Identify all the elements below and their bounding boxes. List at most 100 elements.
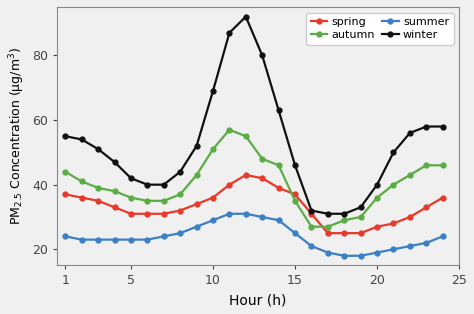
spring — [440, 196, 446, 199]
winter — [374, 183, 380, 187]
summer — [79, 238, 84, 241]
summer — [145, 238, 150, 241]
autumn — [259, 157, 265, 161]
winter — [194, 144, 200, 148]
summer — [276, 218, 282, 222]
winter — [325, 212, 331, 216]
autumn — [194, 173, 200, 177]
summer — [112, 238, 118, 241]
summer — [259, 215, 265, 219]
winter — [309, 208, 314, 212]
summer — [423, 241, 429, 245]
summer — [177, 231, 183, 235]
autumn — [95, 186, 101, 190]
Line: summer: summer — [63, 211, 445, 258]
summer — [210, 218, 216, 222]
winter — [292, 163, 298, 167]
summer — [440, 235, 446, 238]
winter — [145, 183, 150, 187]
summer — [243, 212, 249, 216]
summer — [391, 247, 396, 251]
spring — [276, 186, 282, 190]
summer — [374, 251, 380, 254]
autumn — [358, 215, 364, 219]
spring — [128, 212, 134, 216]
summer — [292, 231, 298, 235]
summer — [128, 238, 134, 241]
winter — [358, 205, 364, 209]
spring — [374, 225, 380, 229]
autumn — [325, 225, 331, 229]
spring — [227, 183, 232, 187]
spring — [63, 192, 68, 196]
Line: autumn: autumn — [63, 127, 445, 229]
winter — [95, 147, 101, 151]
winter — [391, 150, 396, 154]
Legend: spring, autumn, summer, winter: spring, autumn, summer, winter — [306, 13, 454, 45]
winter — [440, 125, 446, 128]
Y-axis label: PM$_{2.5}$ Concentration (μg/m$^3$): PM$_{2.5}$ Concentration (μg/m$^3$) — [7, 47, 27, 225]
spring — [210, 196, 216, 199]
autumn — [112, 189, 118, 193]
X-axis label: Hour (h): Hour (h) — [229, 293, 287, 307]
summer — [161, 235, 167, 238]
summer — [407, 244, 413, 248]
autumn — [161, 199, 167, 203]
winter — [128, 176, 134, 180]
winter — [227, 31, 232, 35]
winter — [243, 15, 249, 19]
spring — [145, 212, 150, 216]
winter — [112, 160, 118, 164]
autumn — [341, 218, 347, 222]
summer — [63, 235, 68, 238]
autumn — [145, 199, 150, 203]
spring — [177, 208, 183, 212]
spring — [358, 231, 364, 235]
summer — [325, 251, 331, 254]
autumn — [407, 173, 413, 177]
autumn — [177, 192, 183, 196]
winter — [259, 53, 265, 57]
winter — [177, 170, 183, 174]
summer — [309, 244, 314, 248]
Line: spring: spring — [63, 173, 445, 236]
summer — [358, 254, 364, 258]
spring — [309, 212, 314, 216]
autumn — [423, 163, 429, 167]
autumn — [243, 134, 249, 138]
autumn — [440, 163, 446, 167]
autumn — [309, 225, 314, 229]
autumn — [374, 196, 380, 199]
winter — [161, 183, 167, 187]
autumn — [210, 147, 216, 151]
winter — [423, 125, 429, 128]
summer — [341, 254, 347, 258]
Line: winter: winter — [63, 14, 445, 216]
winter — [341, 212, 347, 216]
winter — [407, 131, 413, 135]
winter — [63, 134, 68, 138]
autumn — [227, 128, 232, 132]
autumn — [276, 163, 282, 167]
spring — [391, 222, 396, 225]
winter — [210, 89, 216, 93]
spring — [423, 205, 429, 209]
autumn — [128, 196, 134, 199]
spring — [407, 215, 413, 219]
autumn — [63, 170, 68, 174]
winter — [276, 108, 282, 112]
spring — [194, 202, 200, 206]
summer — [227, 212, 232, 216]
summer — [95, 238, 101, 241]
spring — [112, 205, 118, 209]
autumn — [79, 180, 84, 183]
spring — [325, 231, 331, 235]
spring — [79, 196, 84, 199]
spring — [259, 176, 265, 180]
spring — [341, 231, 347, 235]
spring — [95, 199, 101, 203]
summer — [194, 225, 200, 229]
autumn — [391, 183, 396, 187]
spring — [243, 173, 249, 177]
winter — [79, 138, 84, 141]
